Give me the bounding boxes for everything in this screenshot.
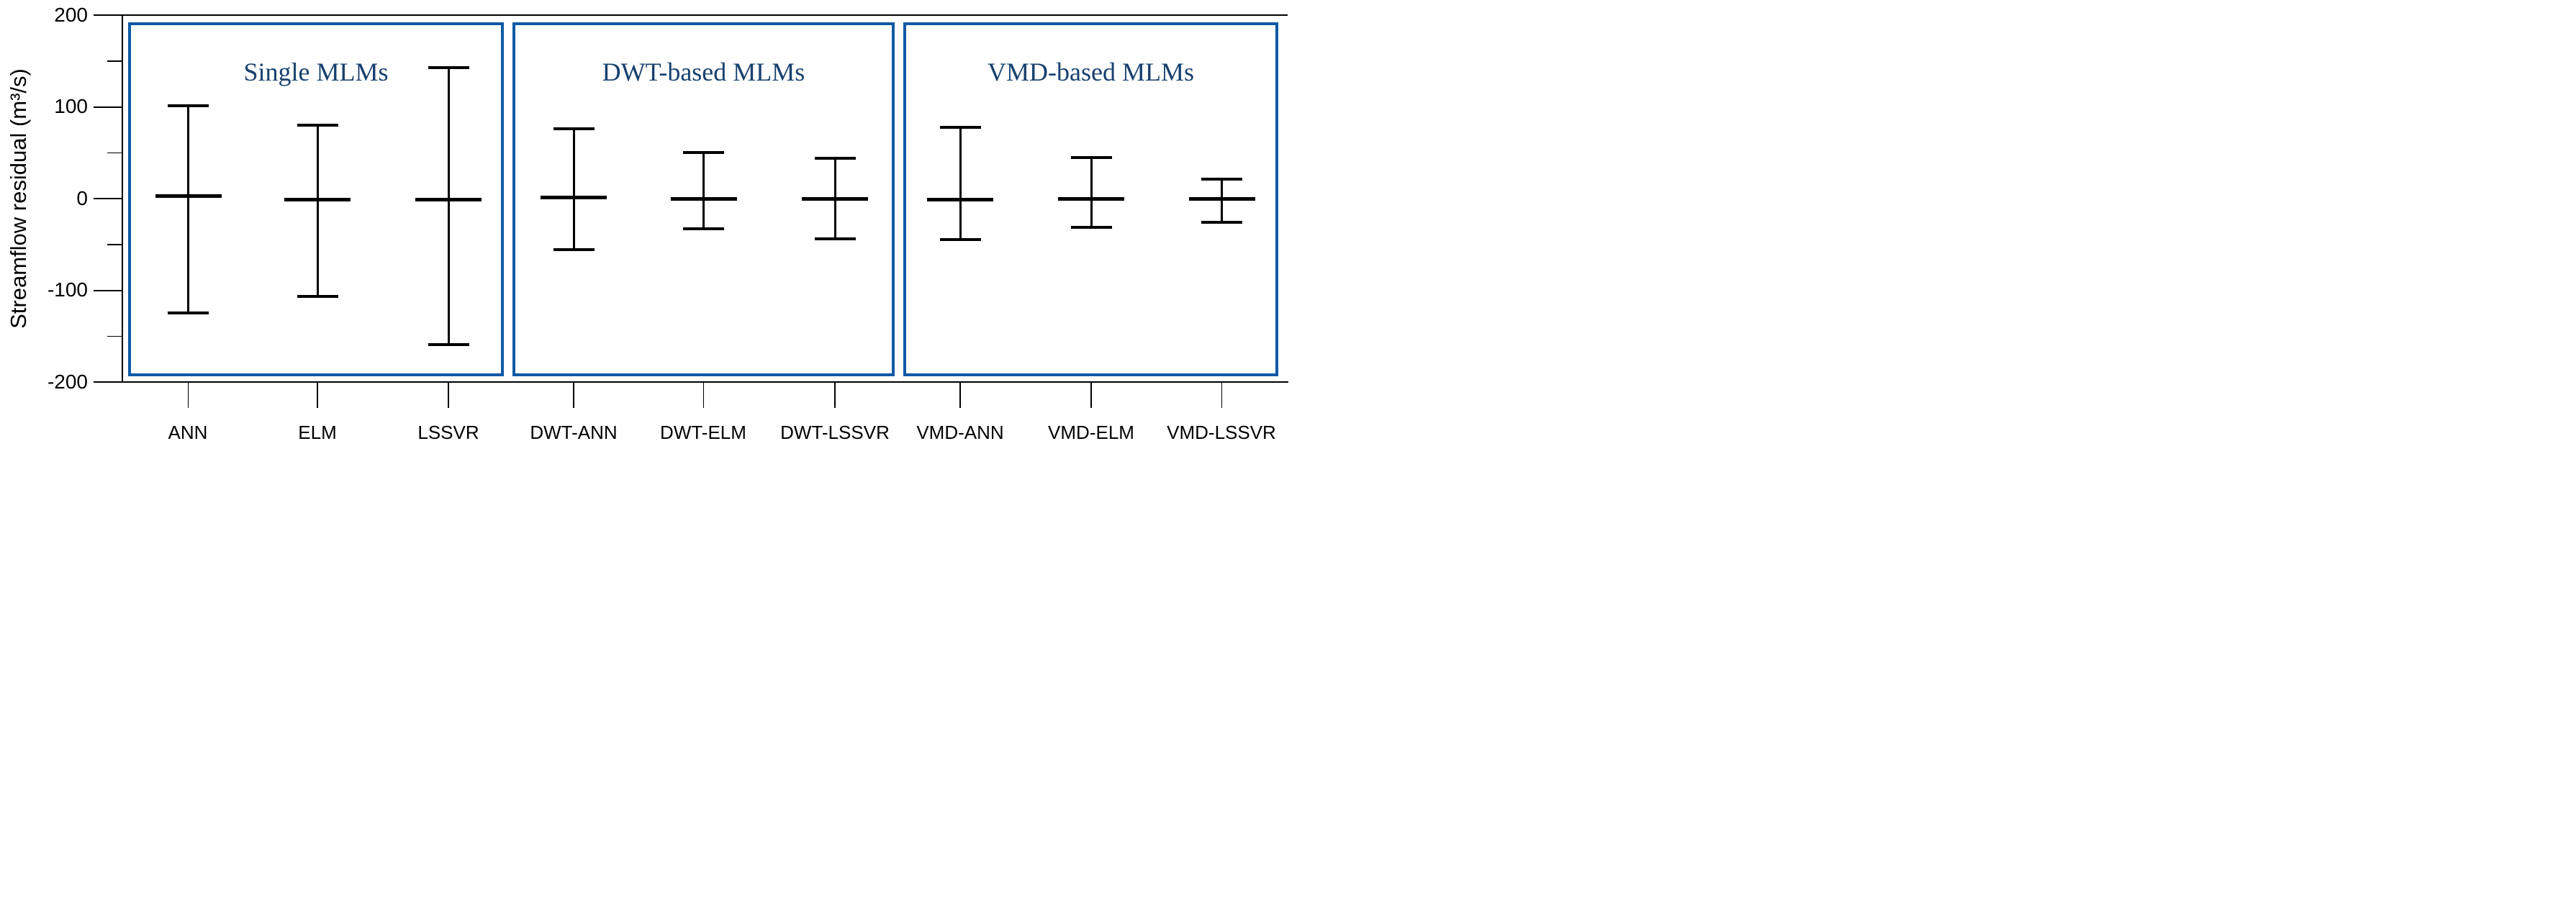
error-bar-upper-cap-DWT-ANN: [553, 127, 595, 131]
streamflow-residual-chart: Streamflow residual (m³/s) 200 100 0 -10…: [0, 0, 1288, 450]
y-major-tick-200: [94, 14, 122, 16]
error-bar-stem-VMD-ANN: [959, 127, 962, 240]
error-bar-upper-cap-LSSVR: [428, 65, 469, 69]
top-frame-line: [122, 14, 1288, 16]
y-tick-label-neg200: -200: [47, 371, 88, 393]
error-bar-stem-LSSVR: [447, 67, 450, 345]
error-bar-stem-ANN: [187, 106, 189, 314]
error-bar-lower-cap-LSSVR: [428, 342, 469, 346]
y-minor-tick--150: [107, 335, 122, 337]
error-bar-lower-cap-ELM: [297, 295, 338, 299]
x-tick-ELM: [317, 383, 318, 408]
y-minor-tick--50: [107, 244, 122, 245]
y-major-tick-0: [94, 198, 122, 199]
x-label-vmd-ann: VMD-ANN: [916, 422, 1004, 443]
group-title-dwt-mlms: DWT-based MLMs: [602, 58, 805, 86]
y-minor-tick-150: [107, 60, 122, 62]
error-bar-center-line-ANN: [155, 194, 222, 198]
x-label-lssvr: LSSVR: [417, 422, 479, 443]
error-bar-center-line-DWT-ANN: [541, 196, 607, 200]
y-major-tick-100: [94, 106, 122, 108]
y-major-tick--100: [94, 289, 122, 291]
error-bar-center-line-DWT-LSSVR: [802, 196, 868, 201]
y-tick-label-neg100: -100: [47, 278, 88, 301]
x-label-ann: ANN: [168, 422, 208, 443]
x-tick-VMD-LSSVR: [1221, 383, 1223, 408]
error-bar-upper-cap-DWT-LSSVR: [814, 156, 856, 160]
error-bar-upper-cap-ANN: [168, 104, 209, 108]
y-tick-label-100: 100: [54, 95, 88, 117]
x-label-elm: ELM: [298, 422, 337, 443]
x-tick-DWT-LSSVR: [834, 383, 836, 408]
x-tick-LSSVR: [448, 383, 449, 408]
x-label-vmd-elm: VMD-ELM: [1048, 422, 1134, 443]
x-label-dwt-elm: DWT-ELM: [660, 422, 746, 443]
error-bar-lower-cap-DWT-ANN: [553, 248, 595, 252]
error-bar-lower-cap-ANN: [168, 312, 209, 315]
x-label-vmd-lssvr: VMD-LSSVR: [1167, 422, 1276, 443]
y-tick-label-0: 0: [76, 187, 88, 209]
error-bar-upper-cap-VMD-LSSVR: [1201, 178, 1242, 181]
error-bar-stem-VMD-LSSVR: [1221, 179, 1223, 223]
error-bar-lower-cap-VMD-LSSVR: [1201, 221, 1242, 224]
y-tick-label-200: 200: [54, 4, 88, 26]
group-box-dwt-mlms: DWT-based MLMs: [512, 22, 895, 376]
error-bar-upper-cap-VMD-ELM: [1070, 155, 1112, 159]
error-bar-lower-cap-VMD-ANN: [939, 238, 981, 242]
x-tick-ANN: [187, 383, 189, 408]
group-box-vmd-mlms: VMD-based MLMs: [903, 22, 1278, 376]
x-tick-VMD-ELM: [1090, 383, 1092, 408]
error-bar-center-line-VMD-ELM: [1058, 196, 1124, 201]
error-bar-upper-cap-DWT-ELM: [683, 151, 724, 155]
group-box-single-mlms: Single MLMs: [128, 22, 504, 376]
error-bar-upper-cap-ELM: [297, 124, 338, 127]
error-bar-upper-cap-VMD-ANN: [939, 125, 981, 129]
error-bar-lower-cap-VMD-ELM: [1070, 225, 1112, 229]
error-bar-center-line-DWT-ELM: [670, 196, 737, 201]
error-bar-stem-ELM: [316, 125, 319, 297]
x-tick-DWT-ELM: [702, 383, 705, 408]
x-tick-DWT-ANN: [573, 383, 574, 408]
y-axis-line: [122, 15, 123, 383]
error-bar-center-line-ELM: [284, 197, 351, 201]
group-title-single-mlms: Single MLMs: [243, 58, 389, 86]
error-bar-stem-VMD-ELM: [1090, 157, 1093, 227]
error-bar-center-line-LSSVR: [415, 197, 482, 201]
error-bar-center-line-VMD-ANN: [927, 197, 993, 201]
error-bar-lower-cap-DWT-LSSVR: [814, 237, 856, 241]
group-title-vmd-mlms: VMD-based MLMs: [988, 58, 1194, 86]
y-minor-tick-50: [107, 152, 122, 153]
error-bar-lower-cap-DWT-ELM: [683, 227, 724, 231]
error-bar-stem-DWT-ANN: [572, 129, 575, 250]
error-bar-stem-DWT-ELM: [702, 153, 705, 229]
x-label-dwt-ann: DWT-ANN: [530, 422, 618, 443]
x-tick-VMD-ANN: [959, 383, 961, 408]
x-axis-line: [121, 381, 1288, 383]
error-bar-center-line-VMD-LSSVR: [1188, 196, 1255, 201]
x-label-dwt-lssvr: DWT-LSSVR: [780, 422, 890, 443]
y-major-tick--200: [94, 381, 122, 383]
